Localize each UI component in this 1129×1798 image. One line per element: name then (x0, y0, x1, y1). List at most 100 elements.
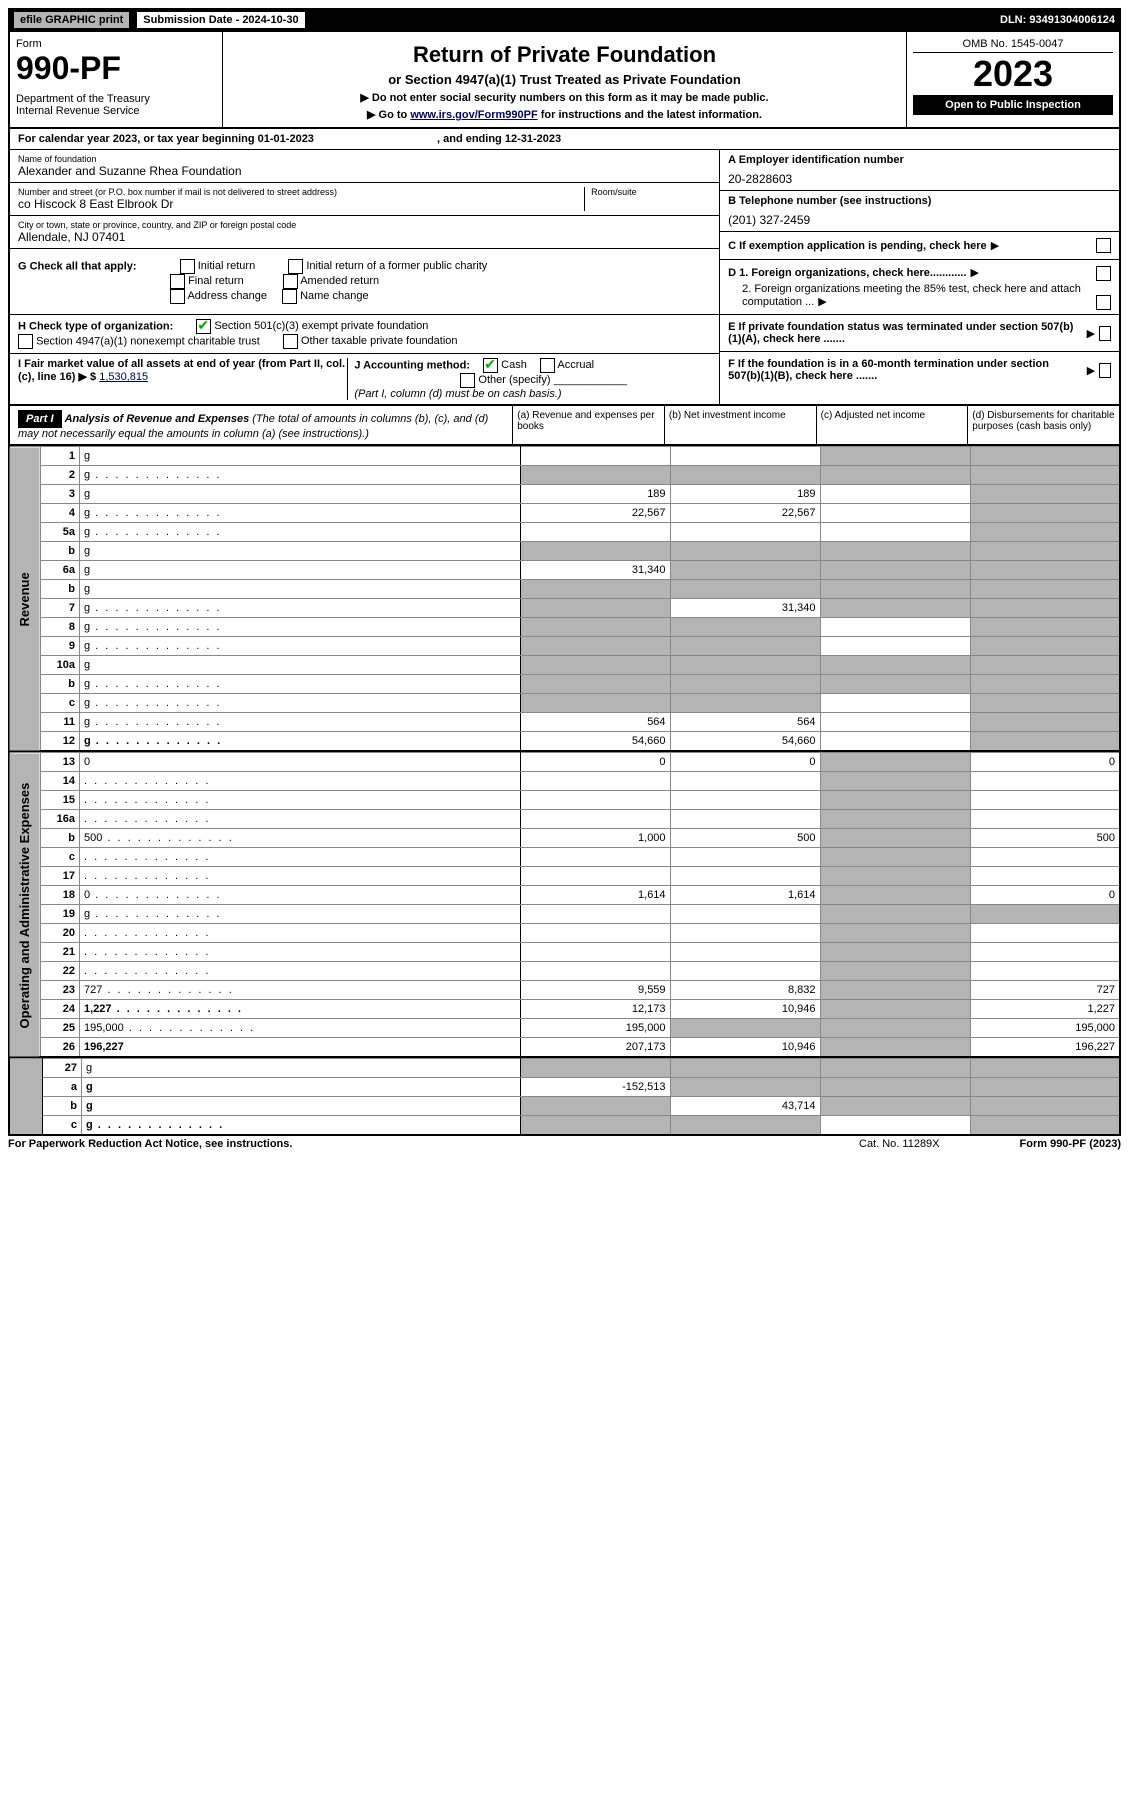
e-label: E If private foundation status was termi… (728, 321, 1082, 345)
table-row: bg (9, 542, 1120, 561)
note-2-post: for instructions and the latest informat… (538, 109, 762, 121)
ein: 20-2828603 (728, 172, 1111, 186)
table-row: 20 (9, 924, 1120, 943)
telephone: (201) 327-2459 (728, 213, 1111, 227)
table-row: 11g564564 (9, 713, 1120, 732)
table-row: 19g (9, 905, 1120, 924)
table-row: 15 (9, 791, 1120, 810)
part-i-header-row: Part I Analysis of Revenue and Expenses … (8, 406, 1121, 446)
open-inspection: Open to Public Inspection (913, 95, 1113, 115)
irs-link[interactable]: www.irs.gov/Form990PF (410, 109, 537, 121)
table-row: 6ag31,340 (9, 561, 1120, 580)
top-bar: efile GRAPHIC print Submission Date - 20… (8, 8, 1121, 32)
initial-return-check[interactable] (180, 259, 195, 274)
city-label: City or town, state or province, country… (18, 220, 711, 230)
efile-badge: efile GRAPHIC print (14, 12, 129, 28)
j-label: J Accounting method: (354, 359, 470, 371)
tele-label: B Telephone number (see instructions) (728, 195, 1111, 207)
page-footer: For Paperwork Reduction Act Notice, see … (8, 1136, 1121, 1150)
name-change-check[interactable] (282, 289, 297, 304)
city-state-zip: Allendale, NJ 07401 (18, 230, 711, 244)
form-subtitle: or Section 4947(a)(1) Trust Treated as P… (229, 72, 900, 87)
j-note: (Part I, column (d) must be on cash basi… (354, 388, 561, 400)
g-label: G Check all that apply: (18, 260, 137, 272)
table-row: 25195,000195,000195,000 (9, 1019, 1120, 1038)
table-row: 3g189189 (9, 485, 1120, 504)
part-i-title: Analysis of Revenue and Expenses (65, 413, 250, 425)
final-return-check[interactable] (170, 274, 185, 289)
table-row: 9g (9, 637, 1120, 656)
table-row: 2g (9, 466, 1120, 485)
form-number: 990-PF (16, 50, 216, 87)
foundation-name: Alexander and Suzanne Rhea Foundation (18, 164, 711, 178)
table-row: ag-152,513 (9, 1078, 1120, 1097)
table-row: cg (9, 1116, 1120, 1136)
form-ref: Form 990-PF (2023) (1020, 1138, 1121, 1150)
calendar-year-line: For calendar year 2023, or tax year begi… (8, 129, 1121, 150)
table-row: bg43,714 (9, 1097, 1120, 1116)
fmv-amount[interactable]: 1,530,815 (99, 371, 148, 383)
table-row: Revenue1g (9, 447, 1120, 466)
table-row: 26196,227207,17310,946196,227 (9, 1038, 1120, 1058)
table-row: Operating and Administrative Expenses130… (9, 753, 1120, 772)
table-row: 5ag (9, 523, 1120, 542)
form-title: Return of Private Foundation (229, 42, 900, 68)
table-row: 10ag (9, 656, 1120, 675)
table-row: 7g31,340 (9, 599, 1120, 618)
expenses-table: Operating and Administrative Expenses130… (8, 752, 1121, 1058)
addr-change-check[interactable] (170, 289, 185, 304)
d1-label: D 1. Foreign organizations, check here..… (728, 267, 966, 279)
table-row: bg (9, 580, 1120, 599)
accrual-check[interactable] (540, 358, 555, 373)
taxpayer-info: Name of foundation Alexander and Suzanne… (8, 150, 1121, 406)
table-row: 14 (9, 772, 1120, 791)
d1-check[interactable] (1096, 266, 1111, 281)
form-header: Form 990-PF Department of the Treasury I… (8, 32, 1121, 129)
amended-check[interactable] (283, 274, 298, 289)
table-row: 241,22712,17310,9461,227 (9, 1000, 1120, 1019)
note-1: ▶ Do not enter social security numbers o… (229, 91, 900, 104)
table-row: bg (9, 675, 1120, 694)
ein-label: A Employer identification number (728, 154, 1111, 166)
tax-year: 2023 (913, 53, 1113, 95)
paperwork-notice: For Paperwork Reduction Act Notice, see … (8, 1138, 292, 1150)
table-row: b5001,000500500 (9, 829, 1120, 848)
addr-label: Number and street (or P.O. box number if… (18, 187, 584, 197)
cat-no: Cat. No. 11289X (859, 1138, 940, 1150)
initial-public-check[interactable] (288, 259, 303, 274)
table-row: 8g (9, 618, 1120, 637)
summary-table: 27gag-152,513bg43,714cg (8, 1058, 1121, 1136)
i-label: I Fair market value of all assets at end… (18, 358, 345, 383)
d2-check[interactable] (1096, 295, 1111, 310)
table-row: 1801,6141,6140 (9, 886, 1120, 905)
room-label: Room/suite (591, 187, 711, 197)
form-label: Form (16, 38, 216, 50)
e-check[interactable] (1099, 326, 1111, 341)
cash-check[interactable] (483, 358, 498, 373)
col-d-head: (d) Disbursements for charitable purpose… (967, 406, 1119, 444)
table-row: 16a (9, 810, 1120, 829)
omb-number: OMB No. 1545-0047 (913, 38, 1113, 53)
f-label: F If the foundation is in a 60-month ter… (728, 358, 1083, 382)
f-check[interactable] (1099, 363, 1111, 378)
part-i-label: Part I (18, 410, 62, 428)
irs-text: Internal Revenue Service (16, 105, 216, 117)
col-b-head: (b) Net investment income (664, 406, 816, 444)
table-row: 27g (9, 1059, 1120, 1078)
submission-date: Submission Date - 2024-10-30 (137, 12, 304, 28)
revenue-table: Revenue1g2g3g1891894g22,56722,5675agbg6a… (8, 446, 1121, 752)
table-row: 4g22,56722,567 (9, 504, 1120, 523)
4947-check[interactable] (18, 334, 33, 349)
c-check[interactable] (1096, 238, 1111, 253)
other-method-check[interactable] (460, 373, 475, 388)
501c3-check[interactable] (196, 319, 211, 334)
d2-label: 2. Foreign organizations meeting the 85%… (742, 283, 1081, 308)
table-row: 17 (9, 867, 1120, 886)
note-2-pre: ▶ Go to (367, 109, 410, 121)
street-address: co Hiscock 8 East Elbrook Dr (18, 197, 584, 211)
table-row: c (9, 848, 1120, 867)
table-row: 237279,5598,832727 (9, 981, 1120, 1000)
other-taxable-check[interactable] (283, 334, 298, 349)
col-a-head: (a) Revenue and expenses per books (512, 406, 664, 444)
h-label: H Check type of organization: (18, 320, 173, 332)
